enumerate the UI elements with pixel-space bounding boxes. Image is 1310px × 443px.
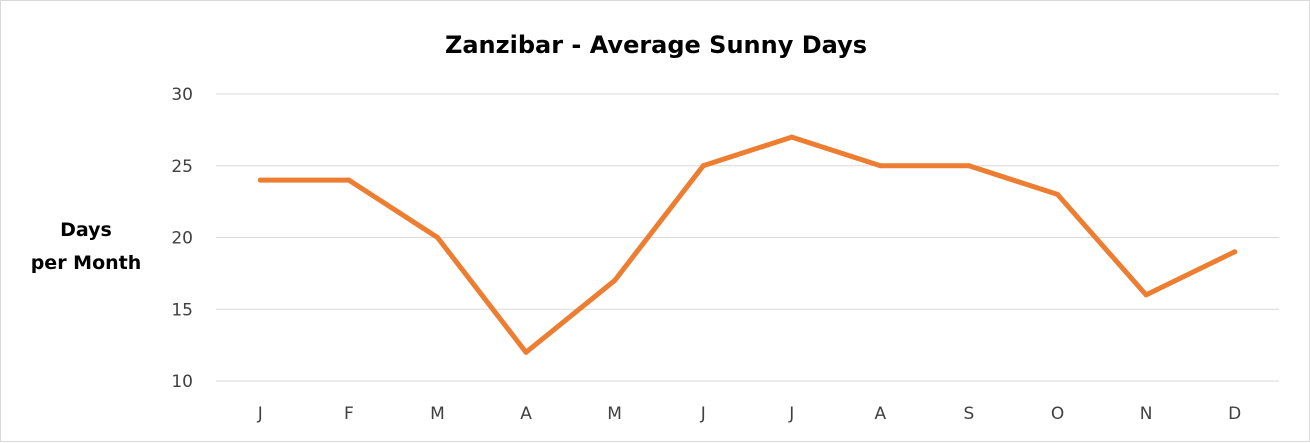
x-tick-label: M (607, 404, 622, 424)
y-axis-label-line-2: per Month (31, 252, 142, 274)
data-point (612, 278, 618, 284)
data-point (257, 177, 263, 183)
x-tick-label: A (875, 404, 887, 424)
y-tick-label: 20 (171, 229, 193, 249)
series-line (257, 134, 1238, 355)
x-tick-label: N (1140, 404, 1153, 424)
data-point (434, 235, 440, 240)
data-point (877, 163, 883, 169)
x-tick-label: J (257, 404, 263, 424)
data-point (1232, 249, 1238, 255)
y-axis-ticks: 10 15 20 25 30 (171, 85, 193, 392)
chart-title: Zanzibar - Average Sunny Days (445, 31, 867, 59)
data-point (966, 163, 972, 169)
x-tick-label: O (1051, 404, 1064, 424)
x-tick-label: A (520, 404, 532, 424)
data-point (1143, 292, 1149, 298)
x-tick-label: F (344, 404, 354, 424)
x-tick-label: S (964, 404, 975, 424)
data-point (789, 134, 795, 140)
data-point (700, 163, 706, 169)
gridlines (216, 93, 1279, 382)
data-point (1055, 191, 1061, 197)
y-tick-label: 15 (171, 300, 193, 320)
x-tick-label: D (1228, 404, 1241, 424)
y-tick-label: 10 (171, 372, 193, 392)
y-axis-label-line-1: Days (60, 219, 112, 241)
series-layer (257, 134, 1238, 355)
x-tick-label: J (788, 404, 794, 424)
x-tick-label: J (700, 404, 706, 424)
data-point (523, 349, 529, 355)
data-point (346, 177, 352, 183)
x-tick-label: M (430, 404, 445, 424)
y-tick-label: 30 (171, 85, 193, 105)
y-tick-label: 25 (171, 157, 193, 177)
